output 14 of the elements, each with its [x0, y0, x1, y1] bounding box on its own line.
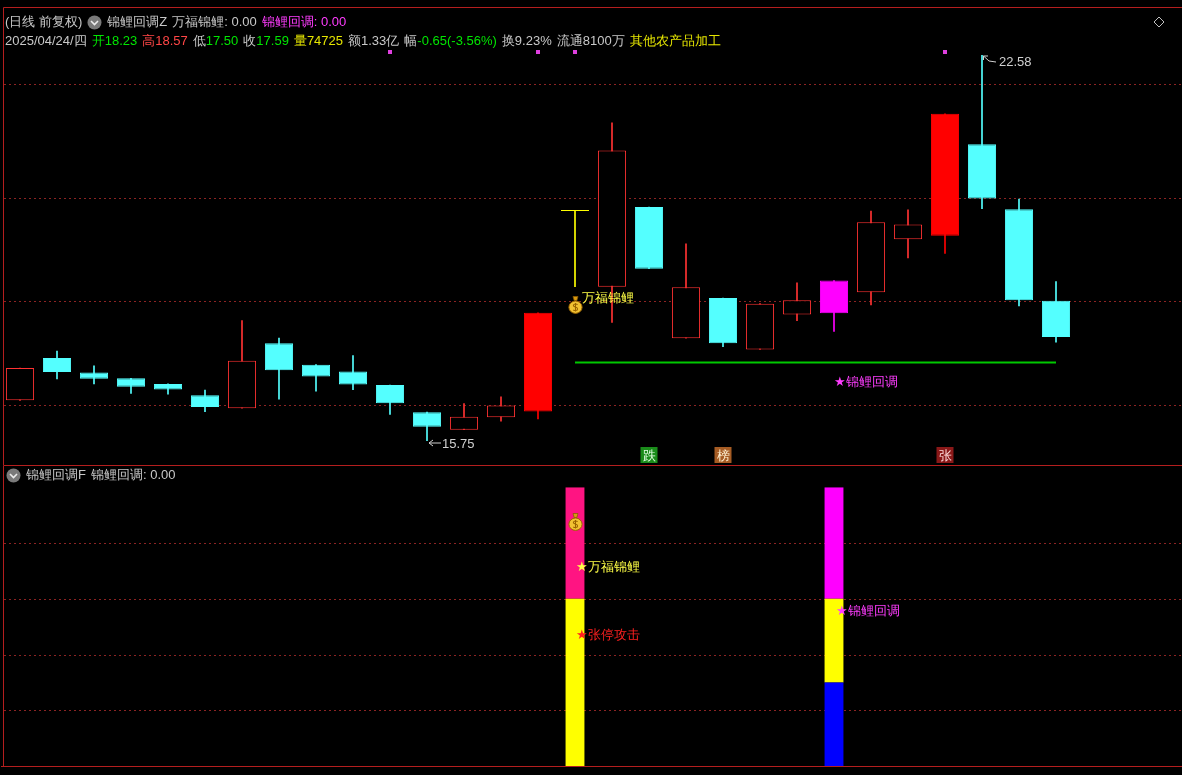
text: 锦鲤回调Z: [107, 14, 168, 30]
chart-title: 锦鲤回调F: [26, 467, 86, 483]
annotation: 15.75: [442, 435, 475, 451]
text: 榜: [716, 447, 730, 463]
annotation: ★锦鲤回调: [834, 373, 898, 389]
annotation: 22.58: [999, 53, 1032, 69]
text: 2025/04/24/四 开18.23 高18.57 低17.50 收17.59 量74725 额1.33亿 幅-0.65(-3.56%) 换9.23% 流通8100万 其他农产品加工: [5, 33, 721, 48]
text: 跌: [642, 447, 656, 463]
text: 锦鲤回调: 0.00: [90, 467, 176, 483]
text: 锦鲤回调: 0.00: [261, 14, 347, 30]
text: 万福锦鲤: 0.00: [172, 14, 257, 30]
candlestick: [560, 209, 590, 288]
text: 张: [938, 447, 952, 463]
chart-title: (日线 前复权): [5, 14, 83, 30]
